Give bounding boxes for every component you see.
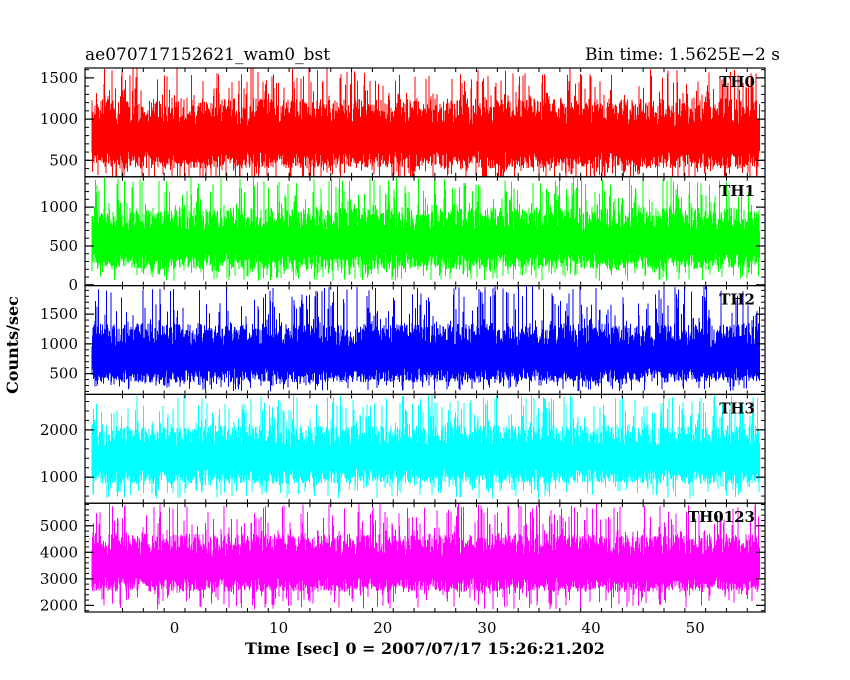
panel-label: TH0123 — [688, 508, 755, 526]
y-tick-label: 3000 — [40, 570, 78, 588]
y-tick-label: 1500 — [40, 305, 78, 323]
y-tick-label: 0 — [68, 276, 78, 294]
x-tick-label: 50 — [686, 619, 705, 637]
panel-th0: 500 1000 1500 TH0 — [40, 67, 766, 178]
panel-label: TH3 — [719, 399, 755, 417]
y-tick-label: 1500 — [40, 69, 78, 87]
y-tick-label: 1000 — [40, 468, 78, 486]
x-tick-label: 10 — [269, 619, 288, 637]
chart-title: ae070717152621_wam0_bst — [85, 45, 330, 65]
y-tick-label: 1000 — [40, 198, 78, 216]
x-axis: 0 10 20 30 40 50 — [170, 619, 705, 637]
series-th2 — [91, 285, 760, 392]
y-tick-label: 1000 — [40, 110, 78, 128]
y-tick-label: 2000 — [40, 421, 78, 439]
x-tick-label: 30 — [477, 619, 496, 637]
panels-group: 500 1000 1500 TH0 0 500 1000 TH1 500 1000 1500 TH2 1… — [40, 67, 766, 614]
series-th1 — [91, 176, 760, 281]
panel-th2: 500 1000 1500 TH2 — [40, 285, 766, 396]
panel-label: TH0 — [719, 73, 755, 91]
x-tick-label: 0 — [170, 619, 180, 637]
y-tick-label: 500 — [49, 365, 78, 383]
series-th3 — [91, 394, 760, 499]
y-tick-label: 4000 — [40, 543, 78, 561]
x-tick-label: 20 — [373, 619, 392, 637]
series-th0123 — [91, 503, 760, 610]
panel-th3: 1000 2000 TH3 — [40, 393, 766, 504]
x-axis-label: Time [sec] 0 = 2007/07/17 15:26:21.202 — [245, 639, 605, 658]
panel-label: TH1 — [719, 182, 755, 200]
y-tick-label: 1000 — [40, 335, 78, 353]
x-tick-label: 40 — [582, 619, 601, 637]
bin-time-label: Bin time: 1.5625E−2 s — [585, 45, 780, 65]
panel-th0123: 2000 3000 4000 5000 TH0123 — [40, 502, 766, 614]
y-tick-label: 500 — [49, 151, 78, 169]
panel-th1: 0 500 1000 TH1 — [40, 176, 766, 294]
y-tick-label: 5000 — [40, 517, 78, 535]
y-tick-label: 500 — [49, 237, 78, 255]
panel-label: TH2 — [719, 291, 755, 309]
y-tick-label: 2000 — [40, 596, 78, 614]
series-th0 — [91, 68, 760, 177]
y-axis-label: Counts/sec — [3, 296, 22, 394]
